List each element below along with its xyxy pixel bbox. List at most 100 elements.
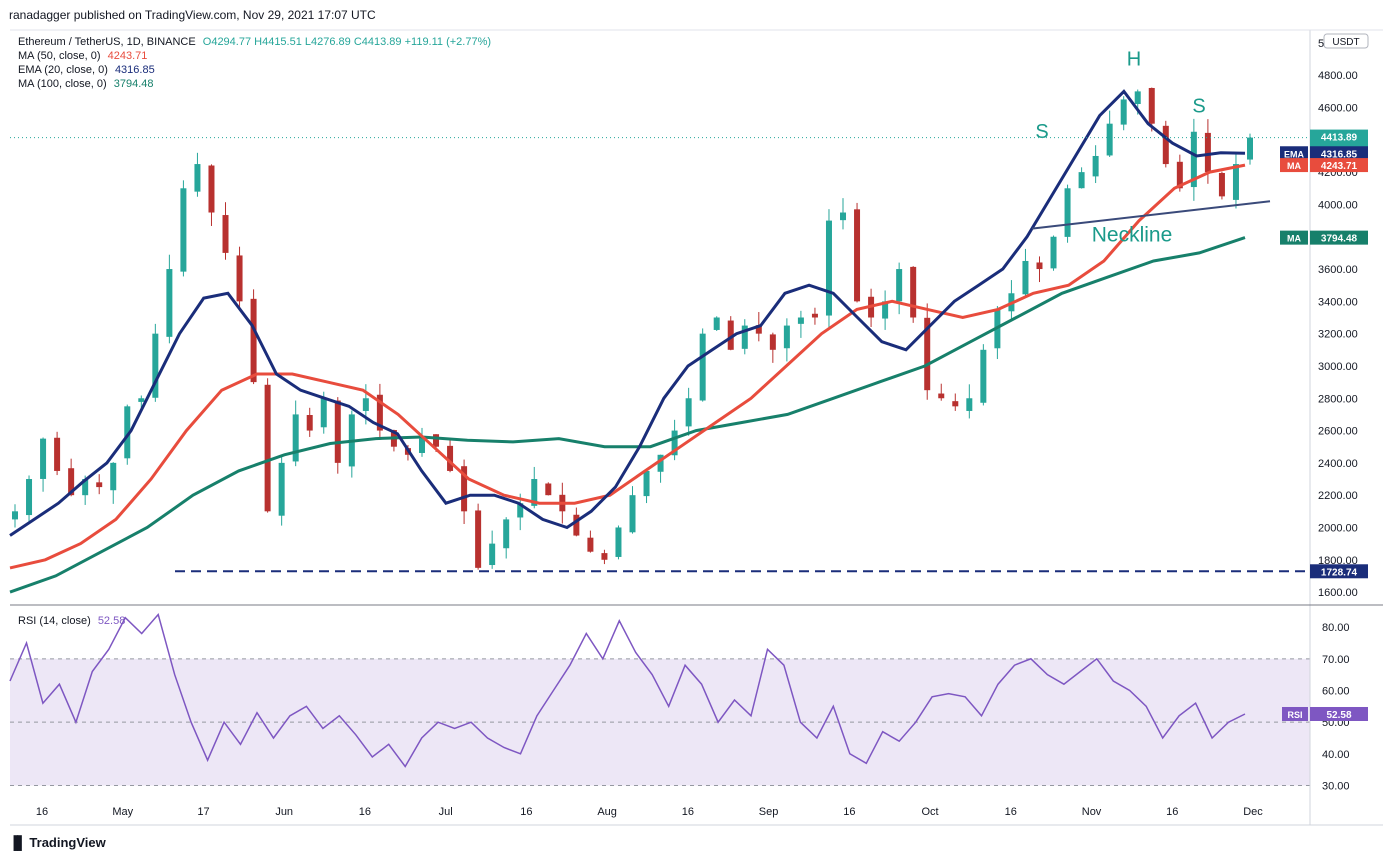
candle-body — [1247, 137, 1253, 160]
candle-body — [1190, 131, 1197, 188]
axes: 1600.00 1800.00 2000.00 2200.00 2400.00 2600.… — [10, 29, 1383, 826]
candle-body — [699, 333, 706, 401]
ohlc-values: O4294.77 H4415.51 L4276.89 C4413.89 +119… — [202, 36, 492, 48]
candle-body — [418, 438, 425, 453]
candle-body — [910, 266, 917, 318]
candle-body — [727, 320, 734, 350]
candle-body — [741, 325, 748, 349]
candle-body — [882, 301, 889, 319]
candle-body — [685, 398, 692, 427]
pattern-label: S — [1192, 95, 1205, 117]
candle-body — [966, 398, 973, 411]
candle-body — [531, 479, 538, 506]
symbol-row: Ethereum / TetherUS, 1D, BINANCE O4294.7… — [18, 35, 491, 49]
annotations: S H S Neckline — [10, 49, 1310, 573]
price-badge — [1310, 146, 1368, 161]
price-tick-label: 1600.00 — [1318, 587, 1358, 599]
candle-body — [601, 553, 608, 560]
candle-body — [503, 519, 510, 549]
time-tick-label: Sep — [759, 806, 779, 818]
rsi-legend[interactable]: RSI (14, close) 52.58 — [18, 615, 125, 627]
candle-body — [110, 462, 117, 491]
price-badge-tag — [1280, 158, 1308, 173]
candle-body — [264, 384, 271, 512]
rsi-tick-label: 40.00 — [1322, 749, 1350, 761]
time-tick-label: 16 — [36, 806, 48, 818]
candle-body — [755, 325, 762, 334]
symbol-label[interactable]: Ethereum / TetherUS, 1D, BINANCE — [18, 36, 196, 48]
candle-body — [166, 269, 173, 337]
time-tick-label: 17 — [197, 806, 209, 818]
candle-body — [433, 434, 440, 447]
candle-body — [615, 527, 622, 557]
ma50-legend[interactable]: MA (50, close, 0) 4243.71 — [18, 49, 491, 63]
candle-body — [194, 164, 201, 192]
ma50-line — [9, 163, 1246, 570]
price-badge-label: MA — [1287, 234, 1301, 244]
candle-body — [461, 466, 468, 512]
price-tick-label: 1800.00 — [1318, 555, 1358, 567]
tradingview-mark-icon: ▐▌ — [9, 835, 26, 850]
candle-body — [980, 349, 987, 403]
candle-body — [517, 503, 524, 518]
candle-body — [573, 514, 580, 536]
price-badge-value: 4243.71 — [1321, 161, 1358, 172]
time-tick-label: 16 — [359, 806, 371, 818]
price-tick-label: 4600.00 — [1318, 103, 1358, 115]
candle-body — [40, 438, 47, 479]
time-tick-label: Jul — [439, 806, 453, 818]
time-tick-label: May — [112, 806, 133, 818]
rsi-tick-label: 30.00 — [1322, 781, 1350, 793]
ema20-line — [9, 89, 1246, 537]
candle-body — [657, 454, 664, 472]
tradingview-logo[interactable]: ▐▌ TradingView — [9, 835, 106, 850]
candle-body — [334, 400, 341, 463]
price-tick-label: 3000.00 — [1318, 361, 1358, 373]
ema20-label: EMA (20, close, 0) — [18, 64, 108, 76]
candle-body — [1148, 87, 1155, 124]
candle-body — [236, 255, 243, 302]
price-badge-value: 1728.74 — [1321, 567, 1358, 578]
time-tick-label: 16 — [843, 806, 855, 818]
price-badge-label: EMA — [1284, 149, 1305, 159]
candle-body — [447, 445, 454, 471]
candle-body — [376, 394, 383, 431]
candle-body — [854, 209, 861, 302]
candle-body — [896, 269, 903, 302]
candle-body — [152, 333, 159, 398]
currency-tag-label: USDT — [1332, 37, 1359, 48]
rsi-tick-label: 70.00 — [1322, 654, 1350, 666]
publish-credit: ranadagger published on TradingView.com,… — [9, 8, 376, 22]
candle-body — [208, 165, 215, 213]
candle-body — [138, 398, 145, 402]
ma100-legend[interactable]: MA (100, close, 0) 3794.48 — [18, 77, 491, 91]
candle-body — [1218, 172, 1225, 197]
price-tick-label: 3600.00 — [1318, 264, 1358, 276]
time-tick-label: Dec — [1243, 806, 1263, 818]
price-tick-label: 2400.00 — [1318, 458, 1358, 470]
rsi-badge-label: RSI — [1287, 710, 1302, 720]
candle-body — [12, 511, 18, 520]
price-badge — [1310, 158, 1368, 173]
candle-body — [475, 510, 482, 568]
ma100-line — [9, 236, 1246, 594]
candle-body — [250, 298, 257, 383]
candle-body — [1022, 260, 1029, 295]
candle-body — [713, 317, 720, 330]
candle-body — [278, 462, 285, 516]
pattern-label: S — [1035, 121, 1048, 143]
price-badge-label: MA — [1287, 161, 1301, 171]
price-tick-label: 2200.00 — [1318, 490, 1358, 502]
price-tick-label: 3200.00 — [1318, 329, 1358, 341]
candle-body — [769, 334, 776, 350]
candle-body — [938, 393, 945, 399]
time-tick-label: Oct — [922, 806, 939, 818]
candle-body — [26, 479, 33, 516]
candle-body — [1120, 99, 1127, 125]
rsi-tick-label: 80.00 — [1322, 622, 1350, 634]
candle-body — [825, 220, 832, 316]
price-tick-label: 2000.00 — [1318, 522, 1358, 534]
ema20-legend[interactable]: EMA (20, close, 0) 4316.85 — [18, 63, 491, 77]
candle-body — [924, 317, 931, 391]
